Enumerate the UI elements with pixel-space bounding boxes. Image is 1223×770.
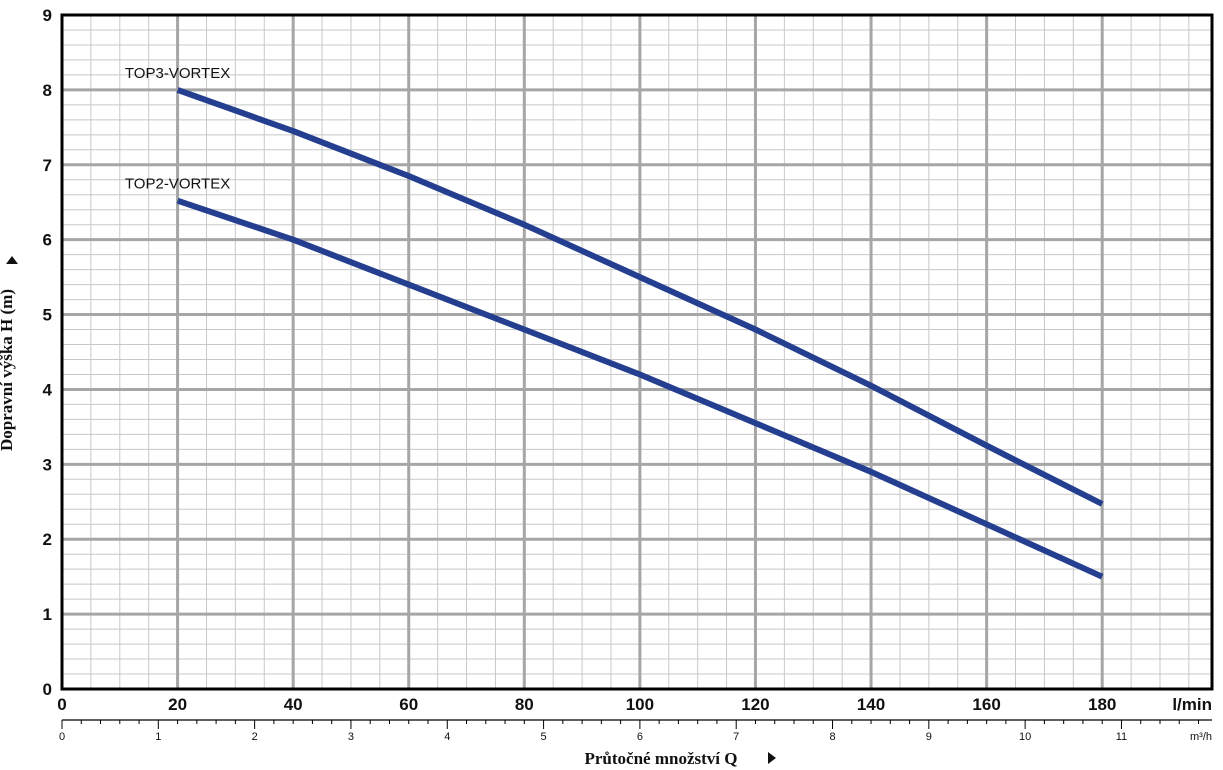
series-label: TOP2-VORTEX [125,176,230,193]
y-tick-label: 1 [43,605,52,624]
series-label: TOP3-VORTEX [125,65,230,82]
x-tick-label: 140 [857,695,885,714]
secondary-x-unit-label: m³/h [1190,731,1212,743]
secondary-x-axis: 0 1 2 3 4 5 6 7 8 9 10 11 [59,719,1212,743]
secondary-x-tick-label: 8 [829,731,835,743]
x-axis-arrow-icon [768,752,776,764]
secondary-x-tick-label: 1 [155,731,161,743]
x-tick-label: 80 [515,695,534,714]
secondary-x-tick-label: 7 [733,731,739,743]
y-tick-label: 2 [43,530,52,549]
x-tick-label: 40 [284,695,303,714]
series-layer [176,87,1104,580]
x-tick-labels: 0 20 40 60 80 100 120 140 160 180 [57,695,1116,714]
secondary-x-tick-label: 10 [1019,731,1031,743]
secondary-x-tick-label: 0 [59,731,65,743]
y-tick-label: 5 [43,306,52,325]
y-axis-arrow-icon [6,256,18,264]
y-tick-labels: 0 1 2 3 4 5 6 7 8 9 [43,6,53,699]
x-tick-label: 160 [972,695,1000,714]
y-tick-label: 4 [43,380,53,399]
x-unit-label: l/min [1172,695,1212,714]
x-tick-label: 20 [168,695,187,714]
series-line [176,87,1104,507]
secondary-x-tick-label: 11 [1116,731,1127,743]
y-tick-label: 6 [43,231,52,250]
x-tick-label: 120 [741,695,769,714]
series-labels: TOP3-VORTEX TOP2-VORTEX [125,65,230,193]
secondary-x-tick-label: 3 [348,731,354,743]
y-tick-label: 0 [43,680,52,699]
secondary-x-tick-label: 5 [541,731,547,743]
x-axis-title: Průtočné množství Q [585,749,738,768]
y-tick-label: 7 [43,156,52,175]
y-axis-title: Dopravní výška H (m) [0,289,16,451]
y-tick-label: 3 [43,455,52,474]
series-line [176,197,1104,580]
y-tick-label: 9 [43,6,52,25]
minor-grid [62,15,1212,689]
secondary-x-tick-label: 9 [926,731,932,743]
secondary-x-tick-label: 4 [444,731,450,743]
x-tick-label: 60 [399,695,418,714]
x-tick-label: 0 [57,695,66,714]
major-grid [62,15,1212,689]
secondary-x-tick-label: 2 [252,731,258,743]
x-tick-label: 180 [1088,695,1116,714]
y-tick-label: 8 [43,81,52,100]
secondary-x-tick-label: 6 [637,731,643,743]
plot-frame [60,13,1214,691]
x-tick-label: 100 [626,695,654,714]
